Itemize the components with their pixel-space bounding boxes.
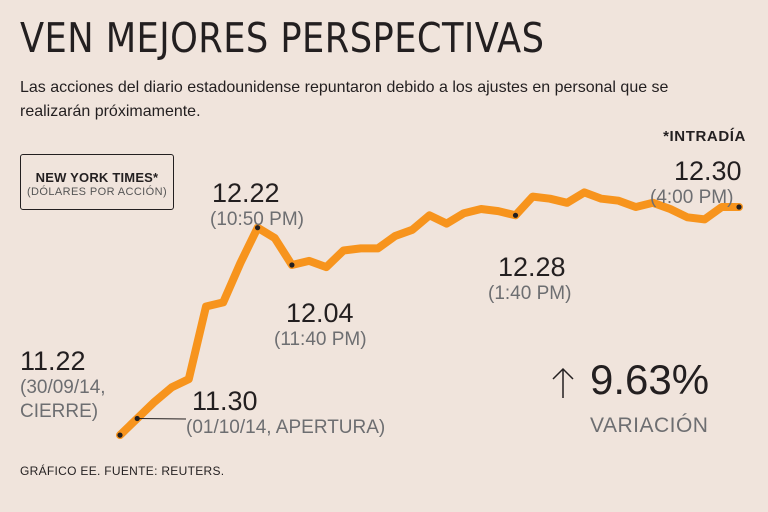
data-point-marker: [512, 212, 519, 218]
data-point-marker: [117, 432, 123, 438]
legend-series-name: NEW YORK TIMES*: [35, 170, 159, 185]
annotation-close: 11.22 (30/09/14, CIERRE): [20, 346, 106, 424]
annotation-value: 12.30: [674, 156, 742, 186]
annotation-value: 12.04: [286, 298, 354, 328]
annotation-time-line2: CIERRE): [20, 401, 99, 422]
chart-subtitle: Las acciones del diario estadounidense r…: [20, 79, 669, 120]
intraday-note: *INTRADÍA: [663, 128, 746, 145]
annotation-last: 12.30 (4:00 PM): [650, 156, 742, 210]
annotation-midday: 12.28 (1:40 PM): [488, 252, 571, 306]
annotation-time: (11:40 PM): [274, 329, 367, 350]
data-point-marker: [255, 225, 261, 231]
annotation-low: 12.04 (11:40 PM): [274, 298, 367, 352]
chart-title: VEN MEJORES PERSPECTIVAS: [20, 14, 545, 62]
legend-unit: (DÓLARES POR ACCIÓN): [26, 186, 168, 198]
annotation-value: 11.22: [20, 346, 86, 376]
source-note: GRÁFICO EE. FUENTE: REUTERS.: [20, 464, 225, 478]
data-point-marker: [736, 204, 742, 210]
annotation-time: (1:40 PM): [488, 283, 572, 304]
annotation-value: 12.22: [212, 178, 280, 208]
annotation-leader-line: [137, 418, 187, 420]
annotation-time: (01/10/14, APERTURA): [186, 417, 386, 438]
annotation-time: (4:00 PM): [650, 187, 734, 208]
series-line: [116, 188, 743, 440]
annotation-time: (10:50 PM): [210, 209, 304, 230]
variation-label: VARIACIÓN: [590, 414, 709, 437]
annotation-high: 12.22 (10:50 PM): [210, 178, 304, 232]
annotation-value: 11.30: [192, 386, 258, 416]
variation-value: 9.63%: [590, 356, 710, 403]
annotation-time: (30/09/14,: [20, 377, 106, 398]
annotation-open: 11.30 (01/10/14, APERTURA): [186, 386, 385, 440]
data-point-marker: [134, 415, 140, 422]
series-legend-box: NEW YORK TIMES* (DÓLARES POR ACCIÓN): [20, 154, 174, 210]
data-point-marker: [289, 262, 295, 268]
arrow-up-icon: [552, 367, 574, 398]
annotation-value: 12.28: [498, 252, 566, 282]
